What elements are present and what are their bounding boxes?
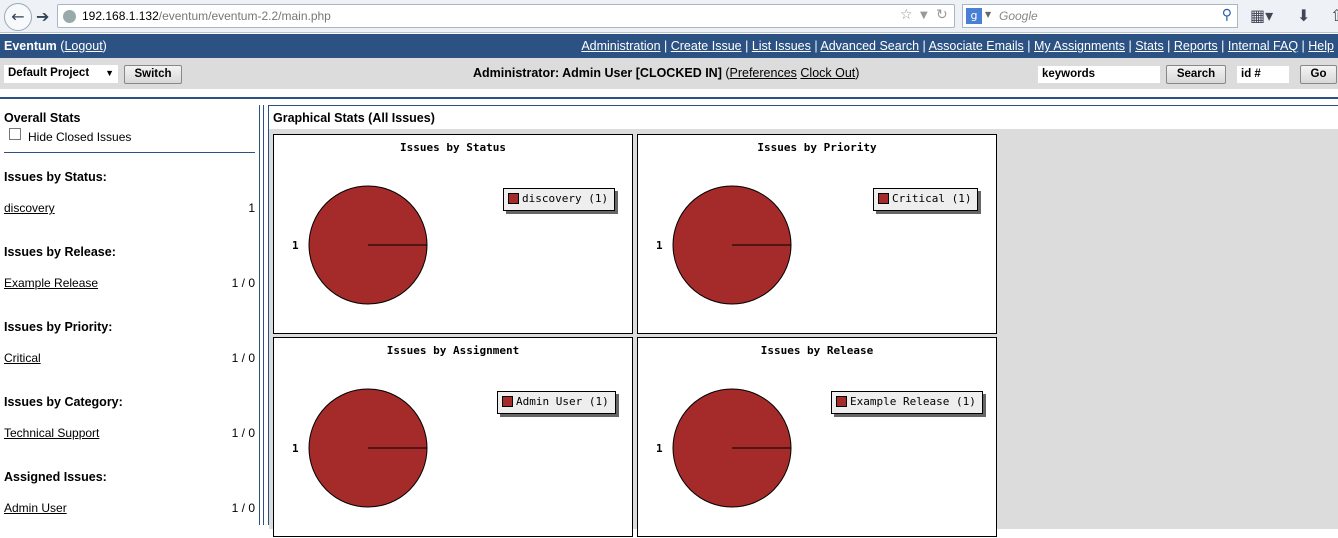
forward-button[interactable]: ➔ — [36, 7, 50, 26]
status-heading: Issues by Status: — [4, 170, 107, 184]
pie-chart: Issues by Release 1 Example Release (1) — [637, 337, 997, 537]
chart-legend: Example Release (1) — [831, 391, 983, 414]
reload-icon[interactable]: ↻ — [936, 7, 948, 23]
release-heading: Issues by Release: — [4, 245, 116, 259]
overall-stats-panel: Overall Stats Issues by Status: discover… — [0, 105, 260, 525]
stat-value: 1 / 0 — [231, 351, 255, 365]
slice-label: 1 — [292, 239, 299, 252]
slice-label: 1 — [292, 442, 299, 455]
overall-stats-heading: Overall Stats — [4, 111, 81, 125]
stat-link-critical[interactable]: Critical — [4, 351, 41, 365]
stat-link-admin-user[interactable]: Admin User — [4, 501, 67, 515]
logout-link[interactable]: Logout — [64, 39, 103, 53]
chart-title: Issues by Assignment — [386, 344, 520, 357]
nav-internal-faq[interactable]: Internal FAQ — [1227, 39, 1299, 53]
switch-button[interactable]: Switch — [124, 65, 182, 84]
chart-title: Issues by Priority — [757, 141, 877, 154]
pie-chart: Issues by Status 1 discovery (1) — [273, 134, 633, 334]
search-placeholder: Google — [999, 9, 1038, 23]
nav-advanced-search[interactable]: Advanced Search — [820, 39, 920, 53]
nav-my-assignments[interactable]: My Assignments — [1033, 39, 1125, 53]
slice-label: 1 — [656, 239, 663, 252]
legend-swatch — [508, 193, 519, 204]
graphical-stats-title: Graphical Stats (All Issues) — [273, 111, 435, 125]
pie-svg — [308, 185, 428, 305]
web-search-input[interactable]: g ▼ Google ⚲ — [962, 4, 1238, 28]
stat-link-example-release[interactable]: Example Release — [4, 276, 99, 290]
legend-label: discovery (1) — [522, 192, 609, 205]
hide-closed-checkbox[interactable] — [9, 128, 21, 140]
hide-closed-label: Hide Closed Issues — [28, 130, 132, 144]
divider — [4, 152, 255, 153]
nav-associate-emails[interactable]: Associate Emails — [928, 39, 1024, 53]
project-value: Default Project — [8, 67, 90, 79]
assigned-heading: Assigned Issues: — [4, 470, 107, 484]
chart-legend: Admin User (1) — [497, 391, 616, 414]
top-nav: Eventum (Logout) Administration | Create… — [0, 34, 1338, 58]
category-heading: Issues by Category: — [4, 395, 123, 409]
legend-label: Example Release (1) — [850, 395, 976, 408]
dropdown-icon[interactable]: ▼ — [920, 10, 928, 21]
pie-svg — [308, 388, 428, 508]
globe-icon — [63, 10, 76, 23]
legend-swatch — [878, 193, 889, 204]
issue-id-input[interactable]: id # — [1236, 65, 1290, 84]
project-select[interactable]: Default Project ▼ — [4, 65, 118, 83]
panel-separator — [263, 105, 269, 525]
brand: Eventum — [4, 39, 57, 53]
chart-title: Issues by Status — [400, 141, 506, 154]
nav-reports[interactable]: Reports — [1173, 39, 1218, 53]
chart-legend: discovery (1) — [503, 188, 616, 211]
pie-svg — [672, 185, 792, 305]
nav-administration[interactable]: Administration — [581, 39, 661, 53]
project-toolbar: Default Project ▼ Switch Administrator: A… — [0, 58, 1338, 89]
browser-toolbar: ← ➔ 192.168.1.132/eventum/eventum-2.2/ma… — [0, 0, 1338, 33]
nav-stats[interactable]: Stats — [1135, 39, 1164, 53]
stat-link-discovery[interactable]: discovery — [4, 201, 55, 215]
google-icon: g — [966, 8, 982, 24]
stat-link-technical-support[interactable]: Technical Support — [4, 426, 100, 440]
nav-help[interactable]: Help — [1308, 39, 1334, 53]
preferences-link[interactable]: Preferences — [729, 66, 797, 80]
nav-list-issues[interactable]: List Issues — [751, 39, 811, 53]
keywords-input[interactable]: keywords — [1037, 65, 1161, 84]
legend-swatch — [502, 396, 513, 407]
url-path: /eventum/eventum-2.2/main.php — [158, 9, 331, 23]
chart-title: Issues by Release — [760, 344, 874, 357]
back-button[interactable]: ← — [4, 3, 32, 31]
stat-value: 1 / 0 — [231, 501, 255, 515]
address-bar[interactable]: 192.168.1.132/eventum/eventum-2.2/main.p… — [57, 4, 955, 28]
engine-dropdown-icon[interactable]: ▼ — [985, 10, 992, 19]
legend-label: Critical (1) — [892, 192, 972, 205]
pie-svg — [672, 388, 792, 508]
chevron-down-icon: ▼ — [105, 68, 114, 78]
slice-label: 1 — [656, 442, 663, 455]
legend-label: Admin User (1) — [516, 395, 609, 408]
download-icon[interactable]: ⬇ — [1297, 6, 1311, 25]
search-button[interactable]: Search — [1166, 65, 1226, 84]
search-icon[interactable]: ⚲ — [1221, 7, 1232, 23]
legend-swatch — [836, 396, 847, 407]
stat-value: 1 / 0 — [231, 426, 255, 440]
chart-legend: Critical (1) — [873, 188, 979, 211]
clock-out-link[interactable]: Clock Out — [800, 66, 856, 80]
divider — [0, 97, 1338, 99]
go-button[interactable]: Go — [1300, 65, 1337, 84]
bookmarks-icon[interactable]: ▦▾ — [1250, 6, 1274, 25]
priority-heading: Issues by Priority: — [4, 320, 113, 334]
pie-chart: Issues by Assignment 1 Admin User (1) — [273, 337, 633, 537]
stat-value: 1 / 0 — [231, 276, 255, 290]
pie-chart: Issues by Priority 1 Critical (1) — [637, 134, 997, 334]
nav-create-issue[interactable]: Create Issue — [670, 39, 742, 53]
stat-value: 1 — [248, 201, 255, 215]
url-host: 192.168.1.132 — [82, 9, 159, 23]
graphical-stats: Graphical Stats (All Issues) Issues by S… — [269, 105, 1338, 537]
home-icon[interactable]: ⇧ — [1330, 6, 1338, 25]
user-status: Administrator: Admin User [CLOCKED IN] — [473, 66, 722, 80]
nav-links: Administration | Create Issue | List Iss… — [581, 39, 1334, 53]
bookmark-star-icon[interactable]: ☆ — [900, 7, 913, 23]
